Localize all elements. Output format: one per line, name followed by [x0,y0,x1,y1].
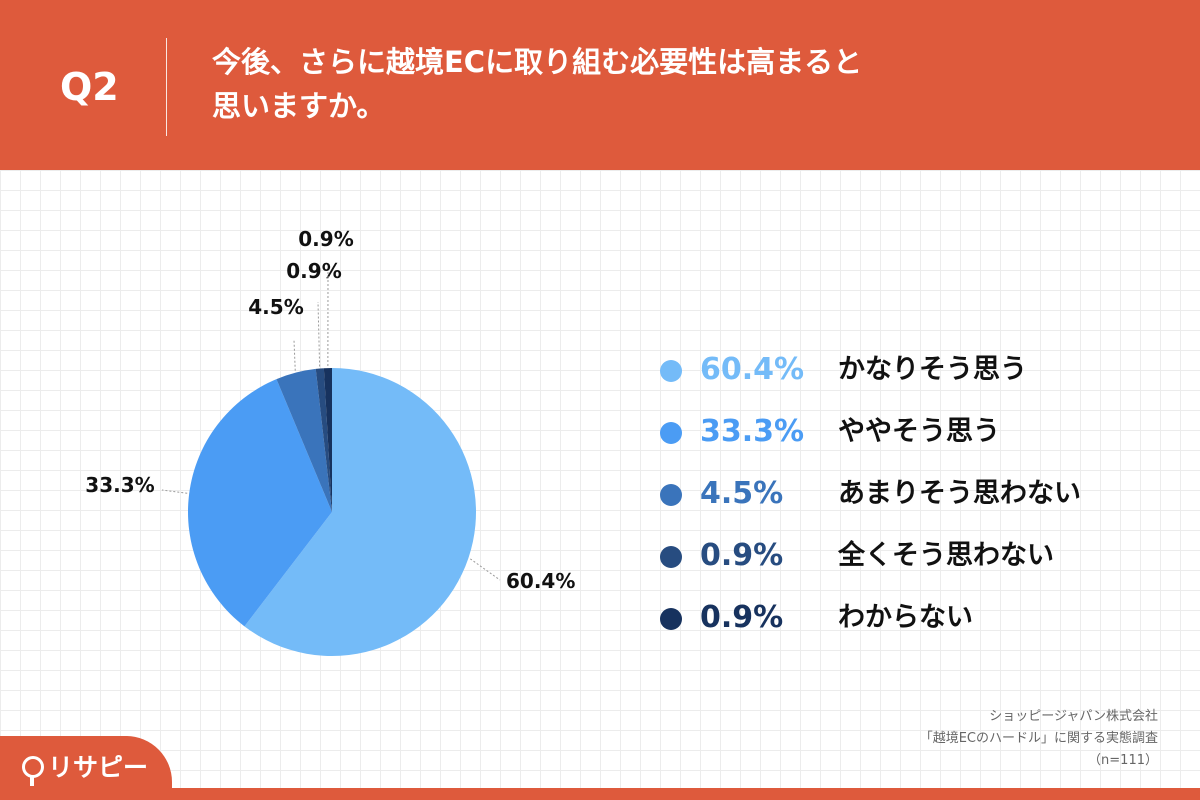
data-label-yaya: 33.3% [85,473,154,497]
source-line-2: 「越境ECのハードル」に関する実態調査 [919,731,1158,746]
data-label-kanari: 60.4% [506,569,575,593]
pie-slice-kanari [244,368,477,656]
pie-slice-wakaranai [323,368,332,512]
legend-item-mattaku: 0.9% 全くそう思わない [660,526,1160,588]
data-label-wakaranai: 0.9% [298,227,353,251]
legend-percent: 0.9% [700,538,784,573]
header: Q2 今後、さらに越境ECに取り組む必要性は高まると 思いますか。 [0,0,1200,170]
logo-pin-icon-tail [30,777,34,786]
legend-label: かなりそう思う [838,354,1027,385]
question-label: Q2 [60,65,119,109]
legend-percent: 0.9% [700,600,784,635]
legend-item-wakaranai: 0.9% わからない [660,588,1160,650]
source-line-3: （n=111） [1088,753,1158,768]
leader-line-yaya [161,489,188,494]
logo-text: リサピー [48,753,149,782]
question-title-line-2: 思いますか。 [212,89,386,123]
legend-dot-icon [660,484,682,506]
legend-dot-icon [660,546,682,568]
leader-line-amari [293,339,296,371]
pie-slice-mattaku [315,368,332,512]
leader-line-kanari [469,558,501,581]
data-label-mattaku: 0.9% [286,259,341,283]
logo-pin-icon [22,756,44,778]
question-title-line-1: 今後、さらに越境ECに取り組む必要性は高まると [212,45,863,79]
pie-chart: 60.4% 33.3% 4.5% 0.9% 0.9% [85,227,575,656]
legend-label: ややそう思う [838,416,1000,447]
source-line-1: ショッピージャパン株式会社 [989,709,1158,724]
legend-dot-icon [660,360,682,382]
legend-item-kanari: 60.4% かなりそう思う [660,340,1160,402]
header-divider [166,38,167,136]
legend-label: 全くそう思わない [838,540,1054,571]
legend-dot-icon [660,422,682,444]
legend-percent: 4.5% [700,476,784,511]
leader-line-mattaku [317,301,321,367]
pie-slice-amari [276,368,332,512]
data-label-amari: 4.5% [248,295,303,319]
legend: 60.4% かなりそう思う 33.3% ややそう思う 4.5% あまりそう思わない 0.9%… [660,340,1160,650]
question-title: 今後、さらに越境ECに取り組む必要性は高まると 思いますか。 [212,40,1112,128]
legend-percent: 33.3% [700,414,805,449]
legend-label: あまりそう思わない [838,478,1081,509]
legend-label: わからない [838,602,973,633]
legend-item-amari: 4.5% あまりそう思わない [660,464,1160,526]
source-note: ショッピージャパン株式会社 「越境ECのハードル」に関する実態調査 （n=111… [738,706,1158,772]
legend-item-yaya: 33.3% ややそう思う [660,402,1160,464]
pie-slice-yaya [188,379,332,627]
legend-dot-icon [660,608,682,630]
legend-percent: 60.4% [700,352,805,387]
chart-panel: 60.4% 33.3% 4.5% 0.9% 0.9% 60.4% かなりそう思う 33.3%… [0,170,1200,788]
